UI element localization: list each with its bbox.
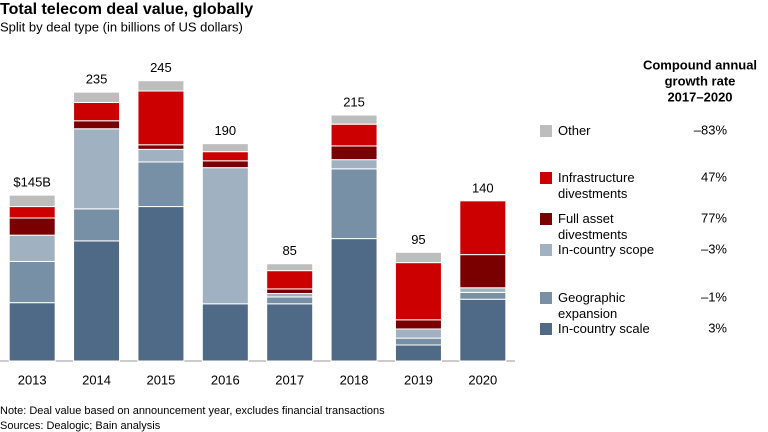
bar-segment bbox=[73, 91, 121, 103]
bar-segment bbox=[266, 263, 314, 272]
x-tick-label: 2017 bbox=[275, 372, 304, 387]
legend-title: Compound annual bbox=[643, 57, 757, 72]
bar-segment bbox=[8, 217, 56, 236]
chart-subtitle: Split by deal type (in billions of US do… bbox=[0, 19, 243, 34]
legend-label: In-country scope bbox=[558, 242, 655, 257]
bar-segment bbox=[330, 114, 378, 125]
legend-label: In-country scale bbox=[558, 321, 650, 336]
bar-segment bbox=[330, 159, 378, 170]
note: Sources: Dealogic; Bain analysis bbox=[0, 420, 161, 432]
bar-segment bbox=[8, 260, 56, 304]
chart-title: Total telecom deal value, globally bbox=[0, 1, 253, 18]
legend-label: Infrastructure divestments bbox=[558, 170, 635, 201]
bar-segment bbox=[8, 194, 56, 208]
legend-label: Full asset divestments bbox=[558, 211, 628, 242]
bar-segment bbox=[266, 270, 314, 290]
bar-segment bbox=[73, 240, 121, 362]
bar-segment bbox=[394, 344, 442, 362]
x-tick-label: 2014 bbox=[82, 372, 111, 387]
bar-segment bbox=[394, 319, 442, 330]
bar-segment bbox=[330, 123, 378, 147]
bar-segment bbox=[201, 143, 249, 153]
bar-segment bbox=[137, 90, 185, 146]
bar-segment bbox=[201, 303, 249, 362]
x-tick-label: 2015 bbox=[146, 372, 175, 387]
legend-label: Geographic expansion bbox=[558, 290, 626, 321]
bar-segment bbox=[201, 167, 249, 305]
legend-swatch bbox=[540, 125, 552, 137]
bar-segment bbox=[394, 337, 442, 346]
legend-swatch bbox=[540, 213, 552, 225]
x-tick-label: 2013 bbox=[18, 372, 47, 387]
bar-segment bbox=[459, 200, 507, 256]
bar-segment bbox=[459, 291, 507, 300]
bar-segment bbox=[73, 120, 121, 130]
legend-swatch bbox=[540, 323, 552, 335]
cagr-label: 47% bbox=[701, 169, 727, 184]
cagr-label: 77% bbox=[701, 210, 727, 225]
total-label: 190 bbox=[214, 123, 236, 138]
bar-segment bbox=[394, 251, 442, 264]
cagr-label: –83% bbox=[694, 122, 728, 137]
bar-segment bbox=[394, 328, 442, 339]
bar-segment bbox=[137, 144, 185, 150]
bar-segment bbox=[459, 298, 507, 362]
cagr-label: 3% bbox=[708, 320, 727, 335]
x-tick-label: 2020 bbox=[468, 372, 497, 387]
bar-segment bbox=[8, 206, 56, 219]
total-label: 85 bbox=[282, 243, 296, 258]
bar-segment bbox=[73, 208, 121, 242]
legend-swatch bbox=[540, 292, 552, 304]
bar-segment bbox=[330, 145, 378, 161]
bar-segment bbox=[8, 234, 56, 262]
total-label: 235 bbox=[86, 72, 108, 87]
cagr-label: –3% bbox=[701, 241, 727, 256]
cagr-label: –1% bbox=[701, 289, 727, 304]
x-tick-label: 2016 bbox=[211, 372, 240, 387]
bar-segment bbox=[201, 160, 249, 169]
bar-segment bbox=[137, 206, 185, 362]
x-tick-label: 2019 bbox=[404, 372, 433, 387]
bar-segment bbox=[459, 287, 507, 293]
bar-segment bbox=[8, 302, 56, 362]
legend-title: 2017–2020 bbox=[667, 89, 732, 104]
bar-segment bbox=[394, 262, 442, 321]
bar-segment bbox=[73, 128, 121, 210]
total-label: 140 bbox=[472, 180, 494, 195]
bar-segment bbox=[137, 80, 185, 92]
bar-segment bbox=[330, 168, 378, 240]
total-label: 215 bbox=[343, 94, 365, 109]
x-tick-label: 2018 bbox=[340, 372, 369, 387]
total-label: $145B bbox=[13, 175, 51, 190]
bar-segment bbox=[266, 288, 314, 295]
bar-segment bbox=[137, 161, 185, 208]
bar-segment bbox=[73, 101, 121, 122]
legend-label: Other bbox=[558, 123, 591, 138]
total-label: 95 bbox=[411, 232, 425, 247]
legend-title: growth rate bbox=[665, 73, 736, 88]
bar-segment bbox=[201, 151, 249, 162]
bar-segment bbox=[266, 293, 314, 298]
bar-segment bbox=[137, 148, 185, 163]
bar-segment bbox=[330, 238, 378, 362]
total-label: 245 bbox=[150, 60, 172, 75]
legend-swatch bbox=[540, 244, 552, 256]
legend-swatch bbox=[540, 172, 552, 184]
bar-segment bbox=[266, 303, 314, 362]
bar-segment bbox=[459, 254, 507, 289]
note: Note: Deal value based on announcement y… bbox=[0, 405, 385, 417]
bar-segment bbox=[266, 296, 314, 305]
